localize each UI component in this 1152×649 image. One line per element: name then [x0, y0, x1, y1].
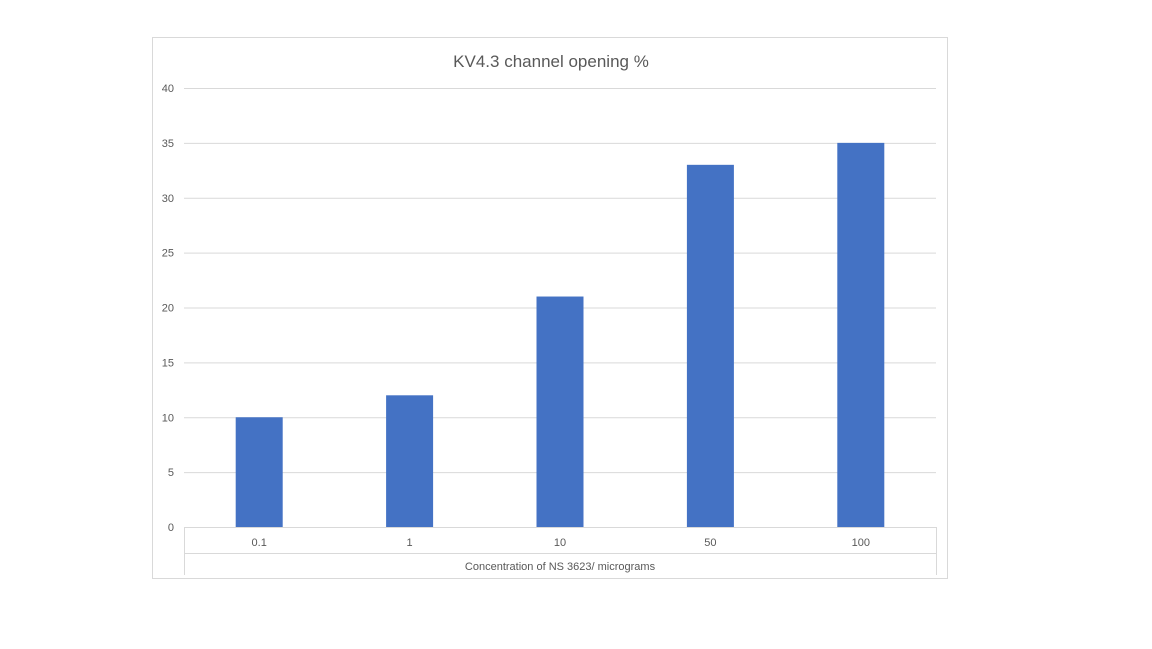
- x-tick-label: 100: [852, 537, 870, 549]
- y-axis-ticks: 0 5 10 15 20 25 30 35 40: [162, 83, 174, 534]
- x-axis-label: Concentration of NS 3623/ micrograms: [465, 561, 656, 573]
- chart-title: KV4.3 channel opening %: [453, 52, 649, 71]
- y-tick-label: 20: [162, 303, 174, 315]
- y-tick-label: 25: [162, 248, 174, 260]
- y-tick-label: 0: [168, 522, 174, 534]
- y-tick-label: 10: [162, 412, 174, 424]
- y-tick-label: 15: [162, 357, 174, 369]
- y-tick-label: 30: [162, 193, 174, 205]
- bar: [536, 296, 584, 527]
- x-tick-label: 0.1: [252, 537, 267, 549]
- bar: [686, 164, 734, 527]
- x-tick-label: 1: [407, 537, 413, 549]
- bars: [235, 142, 885, 527]
- bar: [235, 417, 283, 527]
- chart-frame: KV4.3 channel opening % 0 5 10 15 20 25 30 35 40…: [152, 37, 948, 579]
- x-axis: 0.1 1 10 50 100: [184, 527, 937, 575]
- bar: [386, 395, 434, 527]
- bar: [837, 142, 885, 527]
- y-tick-label: 5: [168, 467, 174, 479]
- x-tick-label: 50: [704, 537, 716, 549]
- y-tick-label: 40: [162, 83, 174, 95]
- x-tick-label: 10: [554, 537, 566, 549]
- y-tick-label: 35: [162, 138, 174, 150]
